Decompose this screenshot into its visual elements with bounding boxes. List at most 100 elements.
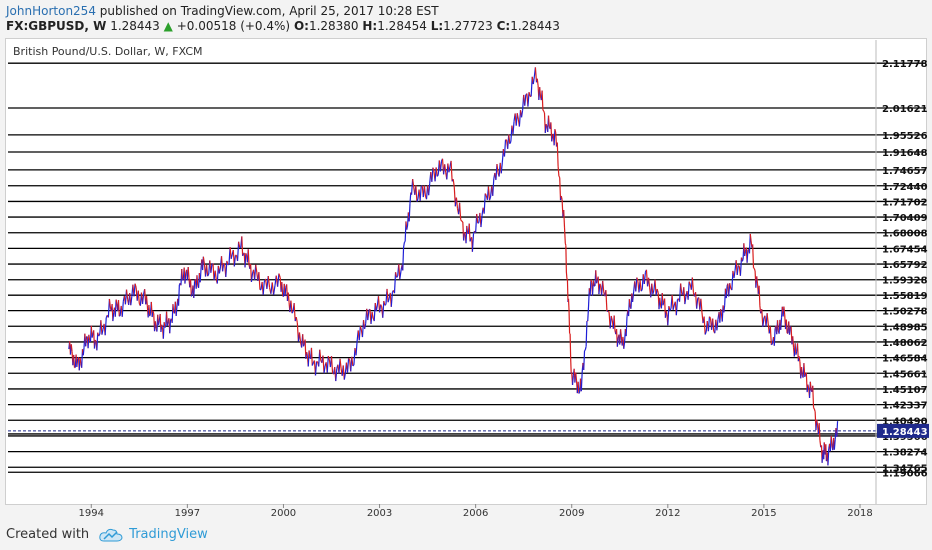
price-segment <box>704 331 707 335</box>
price-segment <box>669 308 672 311</box>
level-label: 1.34765 <box>882 463 928 474</box>
price-segment <box>565 271 568 279</box>
price-segment <box>351 356 354 366</box>
price-segment <box>542 109 545 112</box>
price-segment <box>423 185 427 197</box>
price-axis: 2.11778 2.01621 1.95526 1.91648 1.74657 1.724… <box>875 40 929 504</box>
price-segment <box>436 174 439 177</box>
price-segment <box>227 263 230 266</box>
price-segment <box>708 316 712 319</box>
price-segment <box>488 196 492 201</box>
author-name[interactable]: JohnHorton254 <box>6 4 96 18</box>
price-segment <box>691 277 695 293</box>
price-segment <box>258 272 261 290</box>
price-segment <box>776 320 779 331</box>
high-value: 1.28454 <box>377 19 427 33</box>
price-segment <box>371 311 374 319</box>
price-segment <box>607 310 610 313</box>
price-segment <box>463 231 466 235</box>
price-segment <box>516 113 519 120</box>
price-segment <box>566 280 569 303</box>
level-label: 1.74657 <box>882 166 928 177</box>
price-series <box>68 67 839 466</box>
price-segment <box>773 328 776 346</box>
price-segment <box>659 297 662 306</box>
price-segment <box>230 254 233 259</box>
level-label: 1.48062 <box>882 338 928 349</box>
price-segment <box>598 283 601 295</box>
price-segment <box>534 67 538 83</box>
price-segment <box>565 245 567 272</box>
price-segment <box>236 241 240 261</box>
price-segment <box>623 342 626 349</box>
price-segment <box>91 334 94 338</box>
price-segment <box>108 298 112 309</box>
symbol-label: FX:GBPUSD, W <box>6 19 107 33</box>
price-segment <box>827 448 830 466</box>
price-segment <box>121 301 124 317</box>
level-label: 1.95526 <box>882 131 928 142</box>
price-segment <box>725 286 728 299</box>
chart-frame <box>5 38 927 505</box>
price-segment <box>545 123 548 127</box>
price-segment <box>665 310 668 315</box>
price-segment <box>807 384 810 389</box>
price-segment <box>707 316 711 332</box>
price-segment <box>825 444 827 462</box>
price-segment <box>605 290 608 312</box>
price-segment <box>450 160 453 182</box>
price-segment <box>90 325 93 338</box>
price-segment <box>564 243 567 246</box>
price-segment <box>520 110 524 118</box>
price-segment <box>696 298 699 309</box>
price-segment <box>733 270 736 279</box>
price-segment <box>700 298 703 313</box>
price-segment <box>104 317 107 336</box>
price-segment <box>530 76 533 97</box>
price-segment <box>399 271 402 280</box>
price-segment <box>616 337 619 347</box>
price-segment <box>575 372 578 381</box>
price-segment <box>182 278 184 281</box>
tradingview-link[interactable]: TradingView <box>129 527 208 542</box>
price-segment <box>599 283 602 286</box>
price-segment <box>602 280 605 292</box>
price-segment <box>207 273 210 277</box>
price-segment <box>559 177 562 201</box>
created-with-text: Created with <box>6 527 90 542</box>
price-segment <box>380 304 383 307</box>
price-segment <box>468 223 471 242</box>
price-segment <box>402 242 405 248</box>
price-segment <box>577 381 580 394</box>
price-segment <box>739 257 743 276</box>
price-segment <box>813 407 815 410</box>
last-price: 1.28443 <box>110 19 160 33</box>
price-segment <box>821 454 824 463</box>
price-segment <box>245 253 248 256</box>
price-segment <box>94 339 97 343</box>
price-segment <box>412 178 415 187</box>
price-segment <box>527 92 530 107</box>
level-label: 1.48985 <box>882 322 928 333</box>
price-segment <box>330 356 334 373</box>
price-segment <box>640 289 643 292</box>
price-segment <box>242 253 244 257</box>
price-change: +0.00518 (+0.4%) <box>176 19 291 33</box>
price-segment <box>323 365 326 374</box>
price-segment <box>554 129 557 133</box>
price-segment <box>762 317 765 328</box>
level-label: 2.01621 <box>882 104 928 115</box>
price-segment <box>712 318 715 332</box>
price-segment <box>241 236 244 256</box>
price-segment <box>749 233 752 241</box>
level-label: 1.55819 <box>882 291 928 302</box>
level-label: 1.40490 <box>882 416 928 427</box>
price-segment <box>134 283 137 288</box>
price-segment <box>737 264 740 267</box>
price-segment <box>184 272 187 284</box>
price-segment <box>729 283 732 289</box>
price-segment <box>346 358 350 373</box>
price-segment <box>578 391 581 394</box>
price-segment <box>484 193 487 196</box>
